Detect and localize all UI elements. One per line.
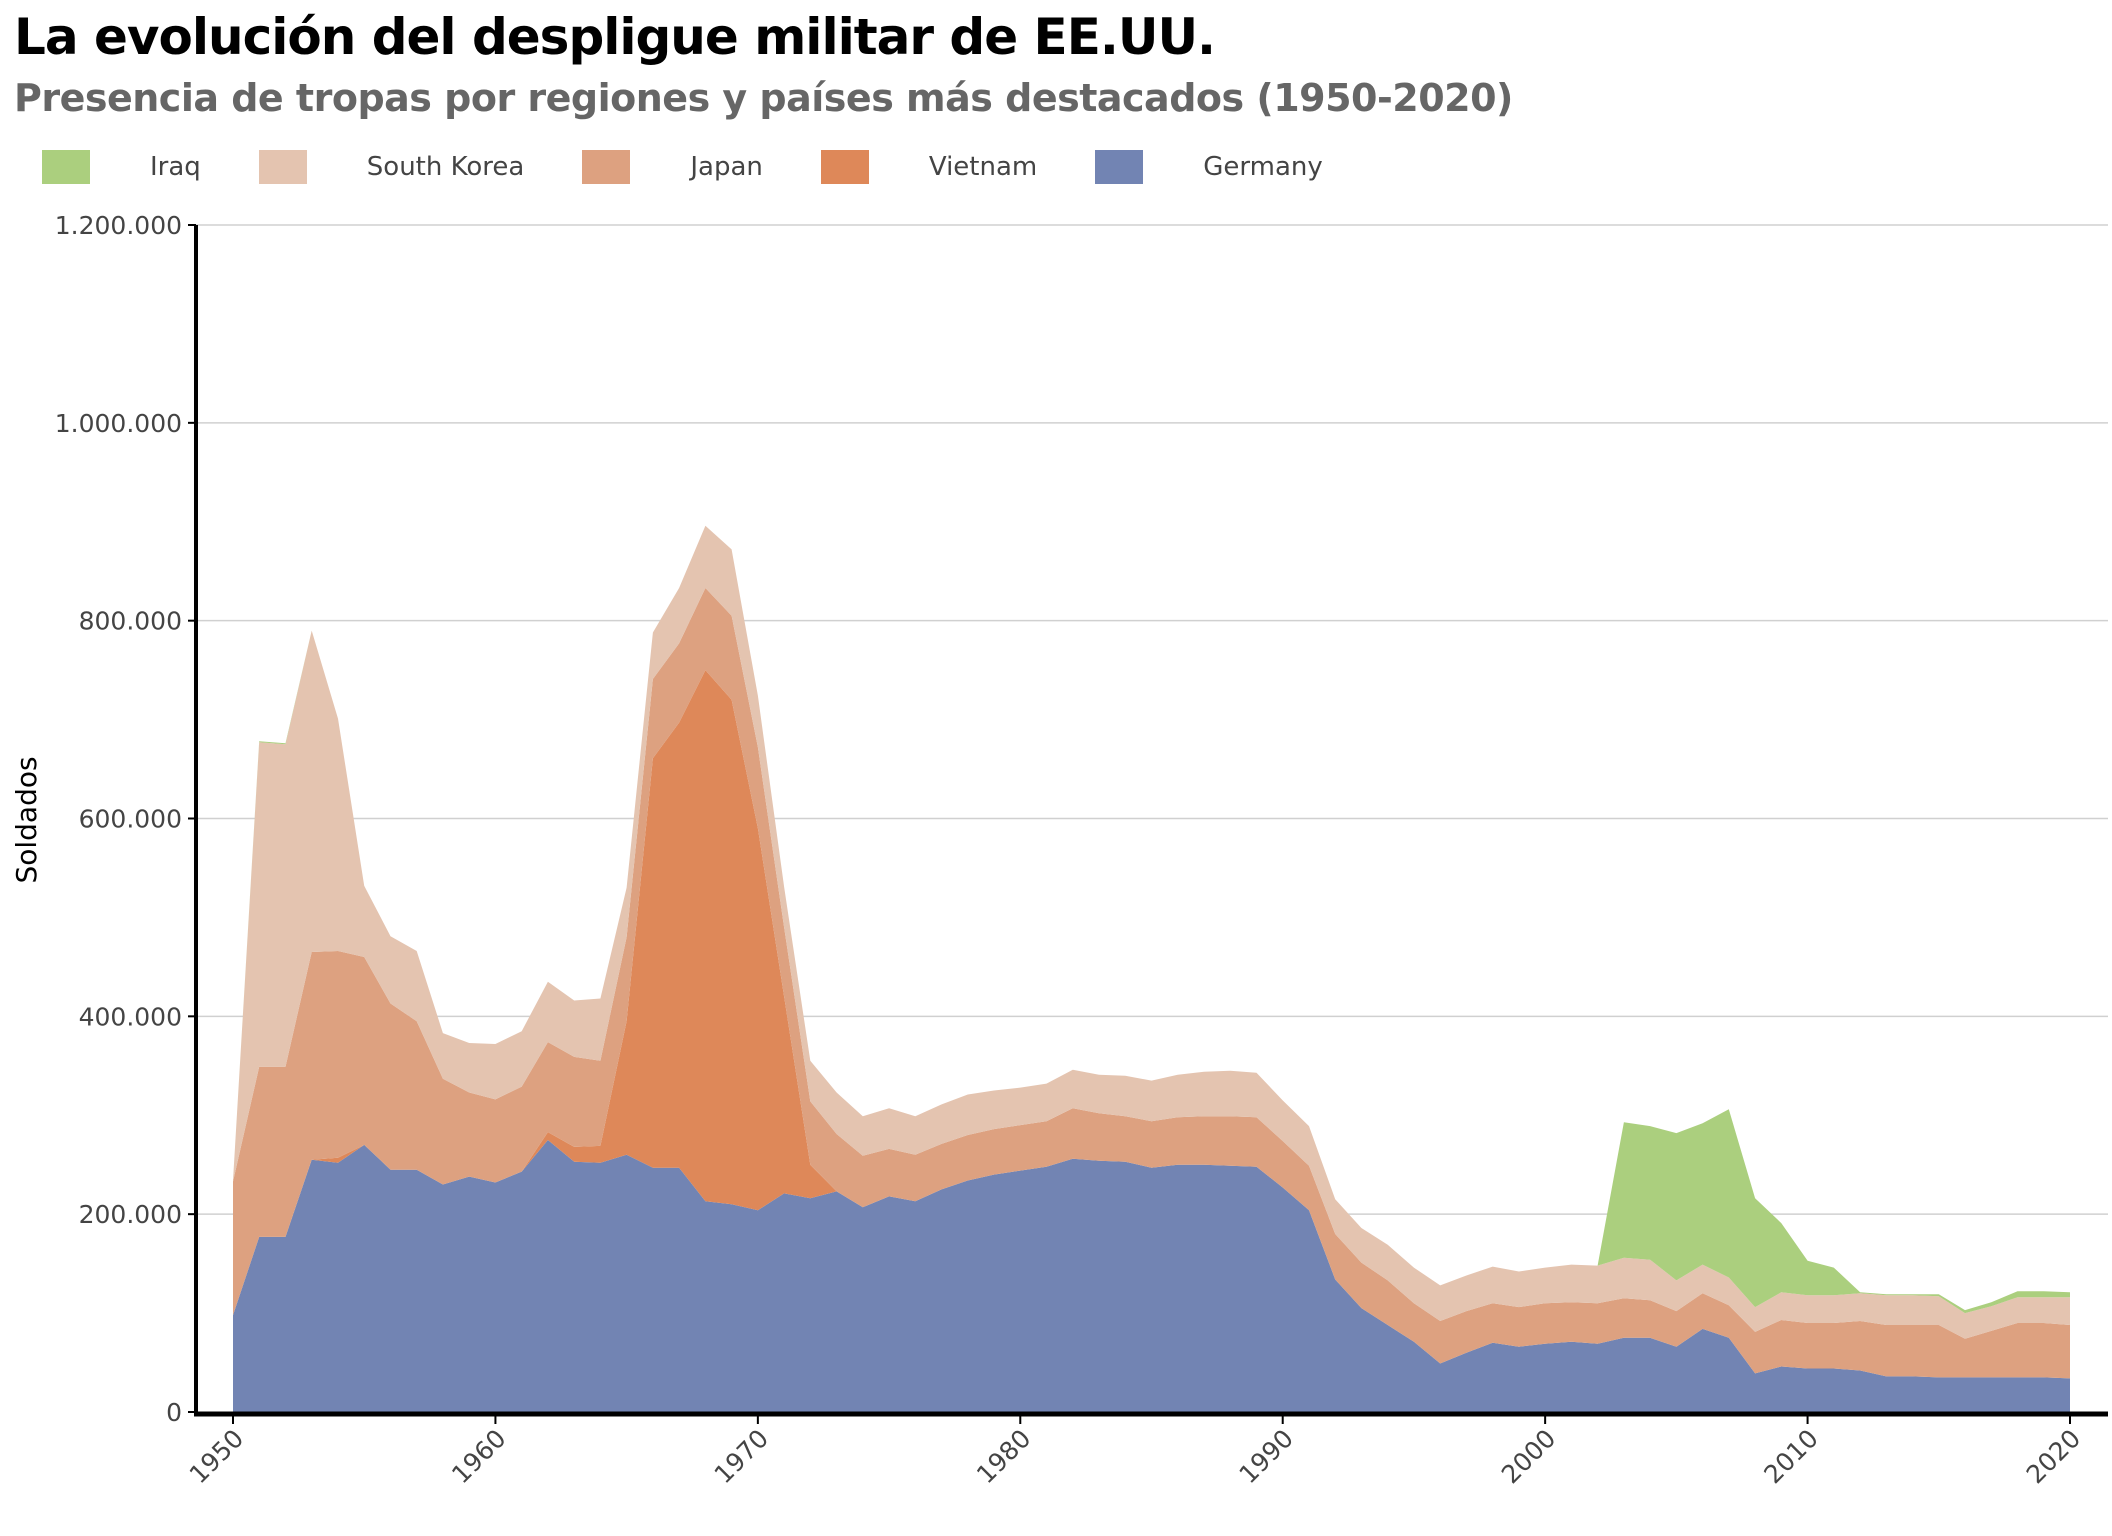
legend-label: Japan (690, 152, 763, 182)
y-tick-label: 1.200.000 (55, 211, 182, 240)
legend-swatch-japan (582, 150, 631, 184)
y-axis-label: Soldados (10, 756, 43, 883)
y-tick-label: 1.000.000 (55, 409, 182, 438)
legend-item-japan: Japan (582, 150, 763, 184)
legend-swatch-south-korea (258, 150, 307, 184)
legend-label: Vietnam (928, 152, 1038, 182)
y-tick-label: 200.000 (79, 1200, 182, 1229)
x-tick-label: 1960 (446, 1424, 511, 1489)
legend-label: Iraq (150, 152, 201, 182)
legend-item-south-korea: South Korea (258, 150, 525, 184)
y-tick-label: 400.000 (79, 1002, 182, 1031)
x-tick-label: 2000 (1496, 1424, 1561, 1489)
legend-item-germany: Germany (1095, 150, 1323, 184)
legend-swatch-iraq (42, 150, 90, 184)
chart-title: La evolución del despligue militar de EE… (14, 8, 1216, 66)
legend-item-iraq: Iraq (42, 150, 201, 184)
chart-subtitle: Presencia de tropas por regiones y paíse… (14, 76, 1513, 120)
x-tick-label: 1950 (184, 1424, 249, 1489)
legend: Iraq South Korea Japan Vietnam Germany (42, 150, 1381, 184)
x-tick-label: 1990 (1233, 1424, 1298, 1489)
x-tick-label: 2010 (1758, 1424, 1823, 1489)
legend-swatch-germany (1095, 150, 1144, 184)
x-tick-label: 1970 (709, 1424, 774, 1489)
legend-label: Germany (1203, 152, 1323, 182)
y-tick-label: 800.000 (79, 607, 182, 636)
legend-swatch-vietnam (820, 150, 869, 184)
legend-item-vietnam: Vietnam (820, 150, 1038, 184)
y-tick-label: 0 (166, 1398, 182, 1427)
area-vietnam (233, 670, 2070, 1379)
x-tick-label: 1980 (971, 1424, 1036, 1489)
area-germany (233, 1140, 2070, 1412)
x-tick-label: 2020 (2021, 1424, 2086, 1489)
legend-label: South Korea (366, 152, 525, 182)
y-tick-label: 600.000 (79, 805, 182, 834)
